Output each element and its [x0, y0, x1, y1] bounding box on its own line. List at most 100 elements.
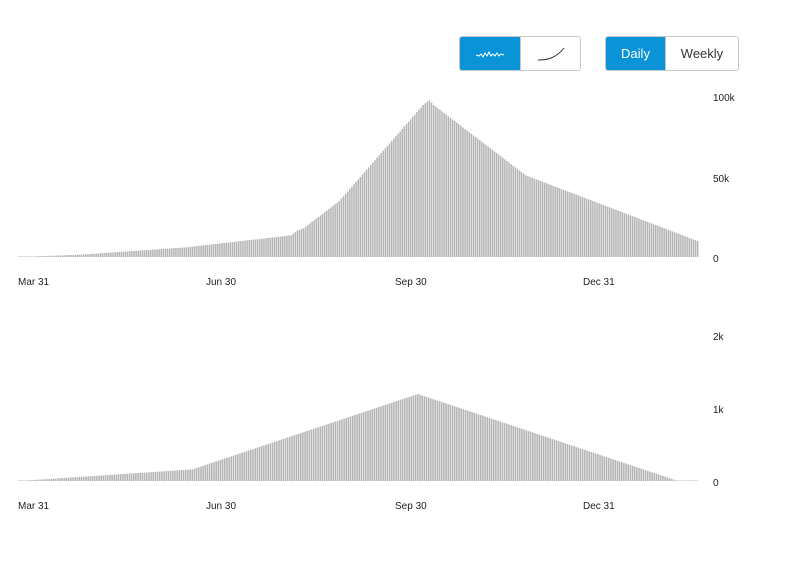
deaths-bar	[336, 420, 339, 481]
cases-bar	[401, 129, 403, 257]
cases-bar	[648, 222, 651, 257]
cases-bar	[43, 256, 45, 257]
deaths-bar	[430, 398, 432, 481]
deaths-bar	[605, 457, 608, 481]
deaths-bar	[317, 427, 319, 481]
deaths-bar	[475, 413, 478, 481]
daily-button[interactable]: Daily	[606, 37, 665, 70]
cases-bar	[108, 252, 110, 257]
cases-bar	[393, 138, 395, 257]
weekly-button[interactable]: Weekly	[665, 37, 738, 70]
cases-bar	[512, 165, 515, 257]
cases-bar	[594, 201, 596, 257]
cases-bar	[678, 233, 680, 257]
deaths-bar	[445, 403, 447, 482]
cases-bar	[548, 184, 550, 257]
cases-bar	[344, 193, 347, 257]
cases-bar	[204, 245, 206, 257]
deaths-bar	[672, 479, 675, 481]
deaths-bar	[466, 410, 469, 482]
cases-bar	[106, 252, 108, 257]
cases-bar	[242, 240, 244, 257]
cases-bar	[531, 177, 533, 257]
deaths-bar	[154, 471, 157, 481]
log-scale-button[interactable]	[520, 37, 580, 70]
deaths-bar	[510, 425, 512, 482]
deaths-bar	[620, 462, 623, 481]
deaths-bar	[516, 427, 519, 481]
cases-bar	[74, 254, 77, 257]
deaths-x-tick-label: Sep 30	[395, 501, 427, 512]
cases-bar	[26, 256, 28, 257]
cases-bar	[351, 186, 353, 257]
deaths-bar	[562, 442, 564, 481]
cases-bar	[640, 219, 642, 257]
cases-bar	[508, 162, 510, 257]
cases-y-tick-label: 0	[713, 254, 719, 265]
cases-bar	[478, 140, 481, 257]
cases-bar	[122, 251, 125, 257]
deaths-bar	[657, 474, 660, 481]
cases-bar	[558, 188, 561, 257]
deaths-bar	[163, 471, 165, 481]
cases-bar	[439, 109, 441, 257]
deaths-bar	[343, 418, 345, 481]
deaths-bar	[629, 465, 632, 481]
deaths-bar	[618, 461, 621, 482]
cases-bar	[382, 150, 385, 257]
cases-bar	[68, 255, 70, 257]
deaths-bar	[421, 395, 423, 481]
deaths-bar	[356, 414, 358, 481]
deaths-bar	[503, 423, 506, 481]
cases-bar	[53, 255, 56, 257]
cases-bar	[636, 217, 638, 257]
deaths-x-tick-label: Mar 31	[18, 501, 50, 512]
deaths-bar	[96, 475, 98, 481]
deaths-bar	[399, 399, 402, 481]
deaths-bar	[187, 469, 189, 481]
deaths-bar	[677, 480, 679, 481]
deaths-bar	[499, 421, 502, 481]
cases-bar	[629, 215, 632, 257]
cases-bar	[623, 213, 626, 257]
deaths-bar	[633, 466, 636, 481]
cases-bar	[70, 255, 72, 257]
cases-bar	[319, 215, 322, 257]
cases-bar	[682, 235, 684, 257]
cases-bar	[300, 229, 303, 257]
deaths-bar	[679, 480, 682, 481]
deaths-bar	[525, 430, 528, 481]
cases-bar	[663, 228, 665, 257]
cases-bar	[340, 198, 343, 257]
cases-bar	[150, 249, 152, 257]
deaths-bar	[20, 480, 22, 481]
cases-bar	[363, 172, 366, 257]
cases-bar	[671, 231, 674, 257]
deaths-bar	[308, 430, 311, 481]
deaths-bar	[623, 462, 625, 482]
cases-bar	[355, 181, 357, 257]
cases-bar	[282, 236, 284, 257]
deaths-y-tick-label: 0	[713, 478, 719, 489]
deaths-bar	[280, 439, 282, 481]
deaths-bar	[145, 472, 148, 481]
deaths-bar	[102, 475, 105, 482]
deaths-bar	[436, 400, 439, 481]
cases-bar	[225, 242, 227, 257]
deaths-bar	[545, 436, 547, 481]
deaths-bar	[492, 419, 495, 482]
deaths-bar	[571, 445, 573, 481]
deaths-bar	[668, 478, 671, 481]
deaths-bar	[471, 412, 473, 482]
cases-bar	[47, 255, 49, 257]
deaths-bar	[282, 438, 285, 481]
cases-bar	[646, 221, 649, 257]
linear-scale-button[interactable]	[460, 37, 520, 70]
scale-toggle	[459, 36, 581, 71]
deaths-bar	[252, 449, 254, 481]
cases-bar	[491, 149, 494, 257]
deaths-bar	[653, 473, 656, 481]
deaths-bars	[18, 394, 699, 482]
deaths-bar	[497, 420, 499, 481]
cases-bar	[152, 249, 154, 257]
